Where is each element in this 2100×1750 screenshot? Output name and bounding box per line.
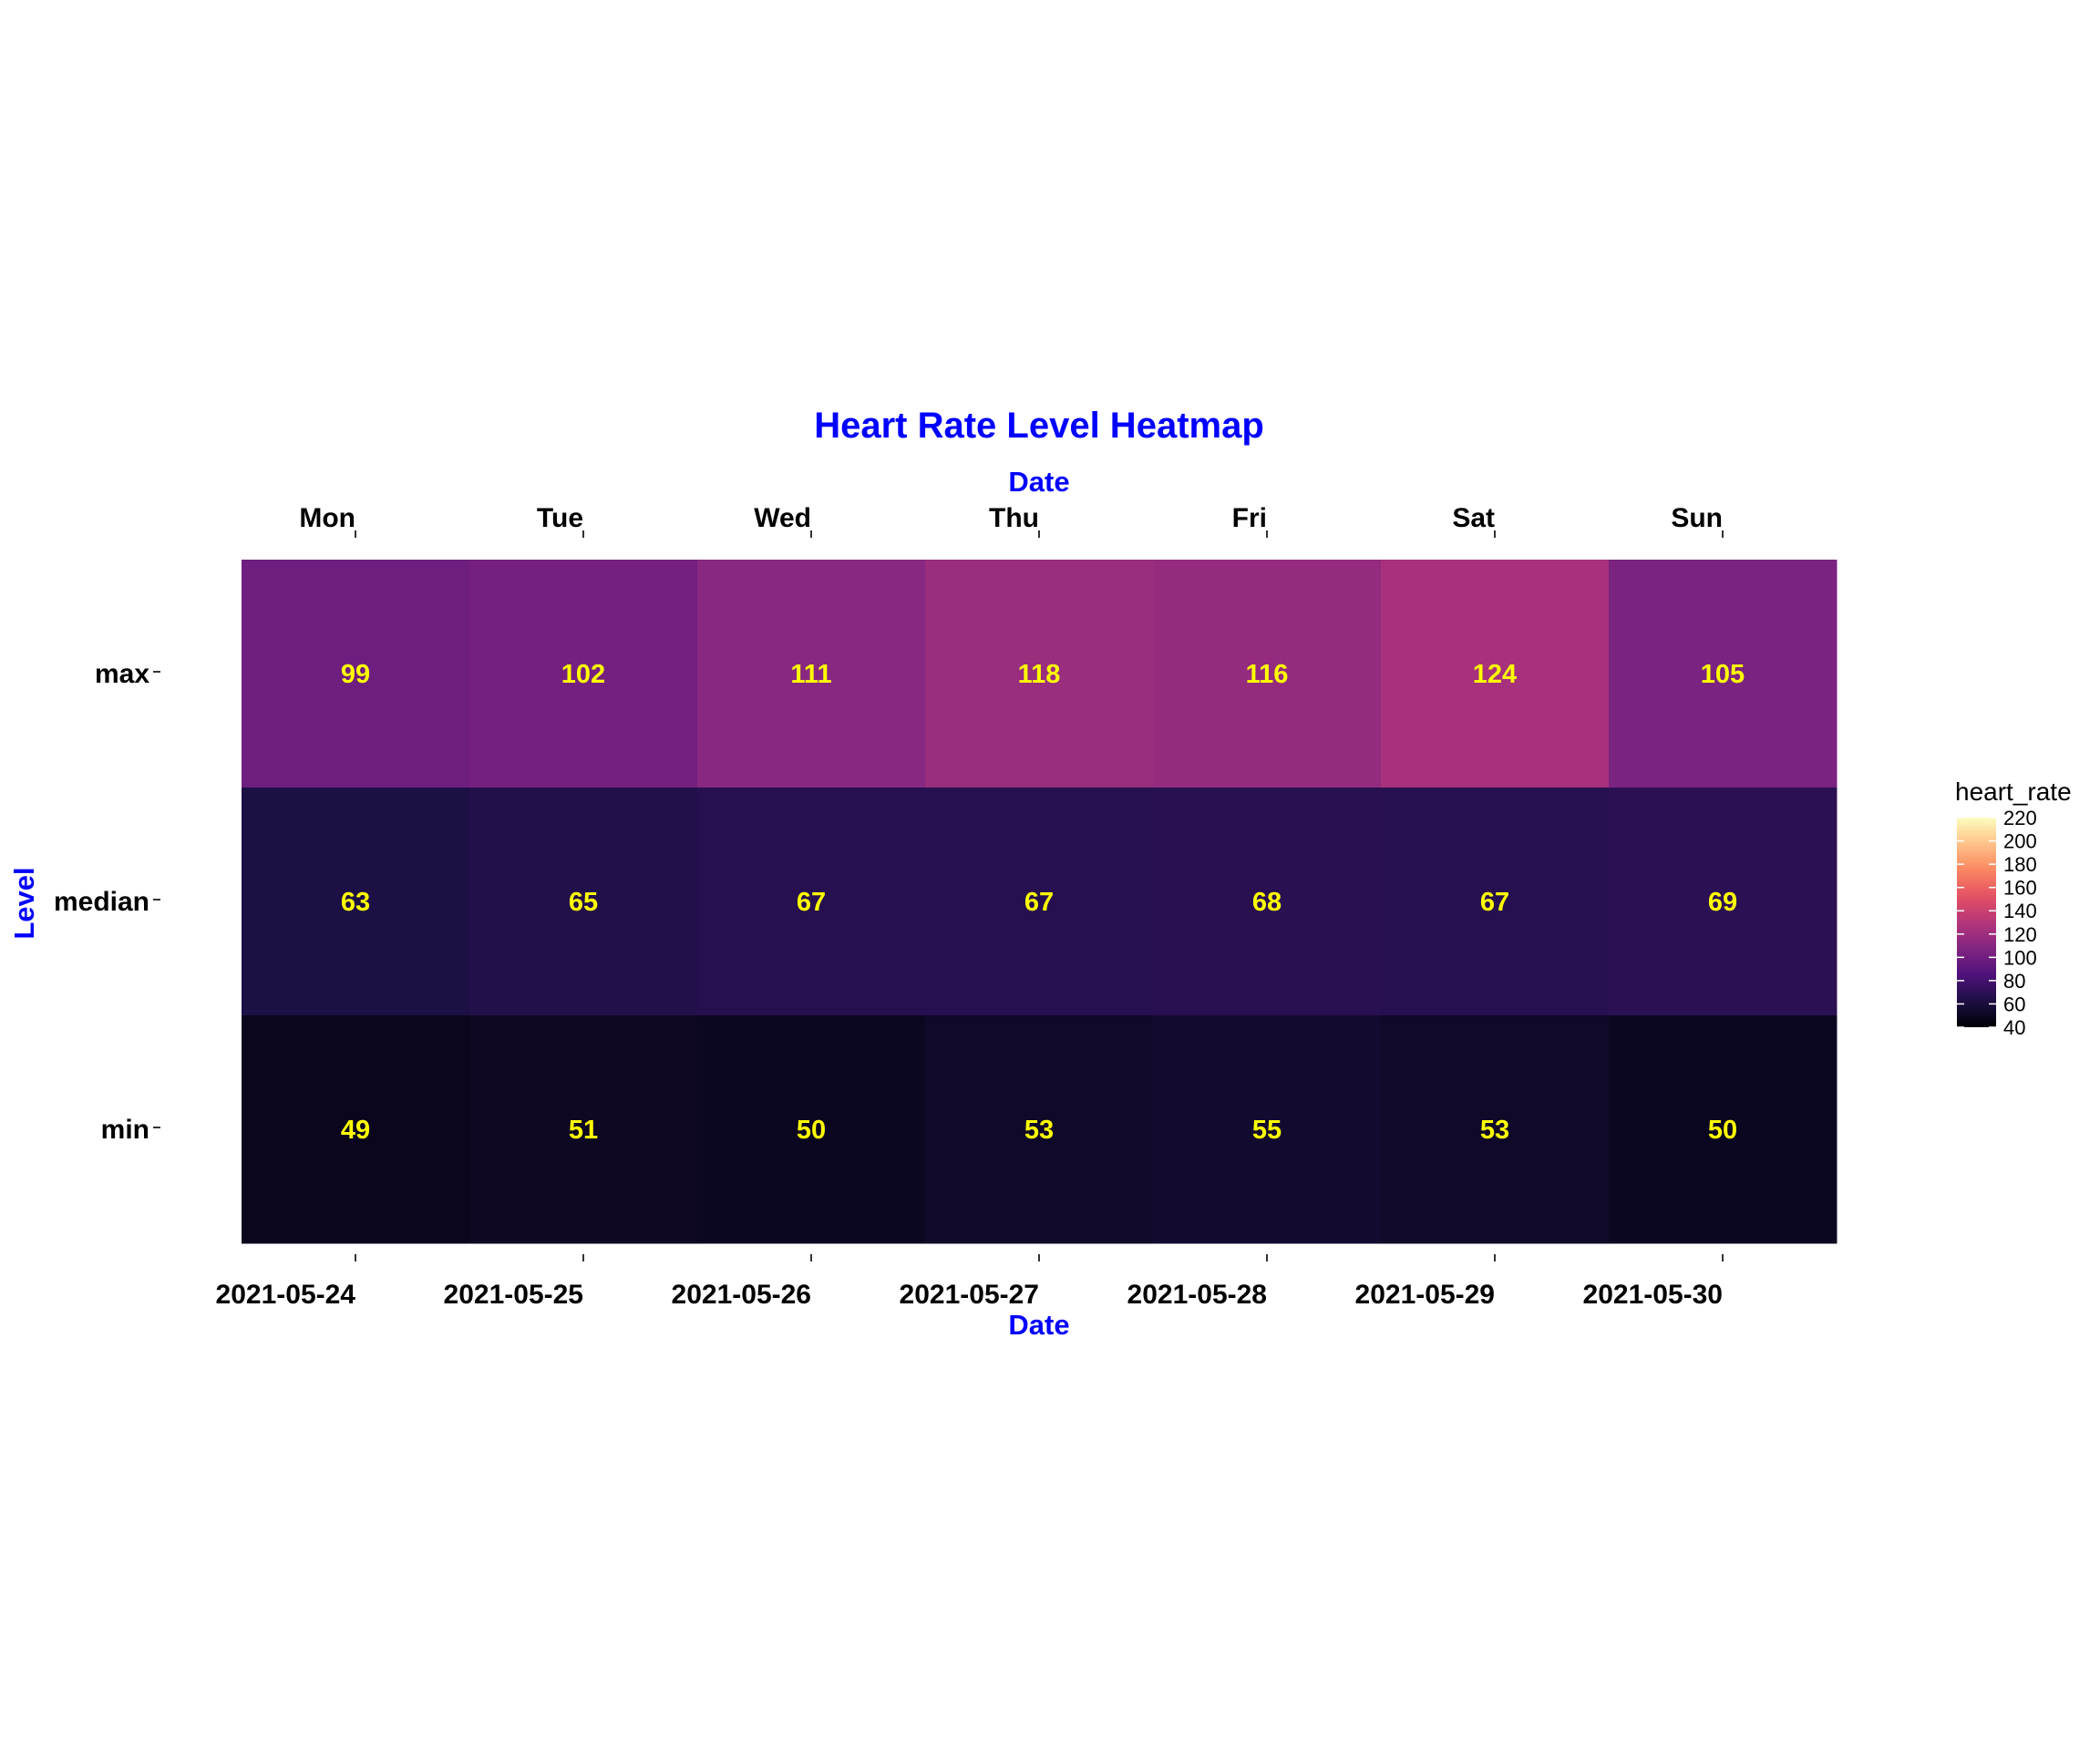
- y-axis-tick-label: median: [54, 887, 149, 917]
- heatmap-cell-min-2021-05-25: [469, 1015, 698, 1244]
- heatmap-cell-min-2021-05-27: [925, 1015, 1154, 1244]
- legend-tick-label: 180: [2003, 853, 2037, 876]
- bottom-axis-tick-label: 2021-05-29: [1355, 1280, 1495, 1310]
- bottom-axis-tick-label: 2021-05-30: [1583, 1280, 1723, 1310]
- legend-tick-label: 120: [2003, 923, 2037, 946]
- cell-value-label: 116: [1246, 660, 1289, 689]
- heatmap-cell-min-2021-05-28: [1153, 1015, 1382, 1244]
- bottom-axis-tick-label: 2021-05-25: [444, 1280, 583, 1310]
- legend-tick-label: 100: [2003, 946, 2037, 969]
- cell-value-label: 55: [1252, 1116, 1282, 1145]
- heatmap-cell-max-2021-05-30: [1609, 560, 1838, 788]
- bottom-axis-tick-label: 2021-05-26: [672, 1280, 811, 1310]
- legend-tick-label: 40: [2003, 1016, 2025, 1039]
- heatmap-cell-median-2021-05-27: [925, 788, 1154, 1016]
- y-axis-title: Level: [8, 867, 40, 939]
- top-axis-tick-label: Sat: [1452, 503, 1495, 533]
- cell-value-label: 63: [341, 888, 370, 917]
- cell-value-label: 67: [1480, 888, 1509, 917]
- heatmap-cell-min-2021-05-24: [242, 1015, 470, 1244]
- cell-value-label: 50: [1708, 1116, 1737, 1145]
- chart-title: Heart Rate Level Heatmap: [814, 406, 1264, 446]
- top-axis-tick-label: Mon: [299, 503, 355, 533]
- heatmap-cell-max-2021-05-26: [697, 560, 926, 788]
- cell-value-label: 69: [1708, 888, 1737, 917]
- heatmap-cell-min-2021-05-26: [697, 1015, 926, 1244]
- legend-tick-label: 220: [2003, 807, 2037, 829]
- heatmap-cell-labels: 99 102 111 118 116 124 105 63 65 67 67 68 67 69 49 51 50…: [341, 660, 1745, 1145]
- y-axis: max median min: [54, 659, 160, 1145]
- heatmap-cell-median-2021-05-29: [1381, 788, 1610, 1016]
- top-axis-tick-label: Wed: [754, 503, 811, 533]
- cell-value-label: 67: [1024, 888, 1054, 917]
- top-axis-tick-label: Fri: [1232, 503, 1267, 533]
- cell-value-label: 118: [1018, 660, 1061, 689]
- heatmap-cell-max-2021-05-27: [925, 560, 1154, 788]
- cell-value-label: 53: [1480, 1116, 1509, 1145]
- top-axis-tick-label: Sun: [1671, 503, 1723, 533]
- cell-value-label: 65: [569, 888, 598, 917]
- bottom-axis-tick-label: 2021-05-24: [216, 1280, 356, 1310]
- legend-tick-label: 80: [2003, 970, 2025, 993]
- heatmap-cell-median-2021-05-24: [242, 788, 470, 1016]
- heatmap-cell-median-2021-05-25: [469, 788, 698, 1016]
- cell-value-label: 49: [341, 1116, 370, 1145]
- top-axis: Mon Tue Wed Thu Fri Sat Sun: [299, 503, 1724, 538]
- cell-value-label: 67: [797, 888, 826, 917]
- cell-value-label: 111: [790, 660, 831, 689]
- heatmap-cell-max-2021-05-29: [1381, 560, 1610, 788]
- legend-tick-label: 140: [2003, 900, 2037, 922]
- legend-tick-label: 60: [2003, 993, 2025, 1015]
- legend-tick-label: 160: [2003, 877, 2037, 900]
- heatmap-cell-min-2021-05-29: [1381, 1015, 1610, 1244]
- top-axis-title: Date: [1008, 466, 1069, 498]
- top-axis-tick-label: Thu: [989, 503, 1039, 533]
- cell-value-label: 68: [1252, 888, 1282, 917]
- cell-value-label: 102: [561, 660, 605, 689]
- heatmap-cell-median-2021-05-26: [697, 788, 926, 1016]
- cell-value-label: 105: [1701, 660, 1745, 689]
- cell-value-label: 99: [341, 660, 370, 689]
- y-axis-tick-label: min: [101, 1115, 149, 1145]
- legend-colorbar: [1957, 818, 1996, 1027]
- bottom-axis-tick-label: 2021-05-28: [1127, 1280, 1267, 1310]
- heatmap-cell-max-2021-05-24: [242, 560, 470, 788]
- bottom-axis: 2021-05-24 2021-05-25 2021-05-26 2021-05-27…: [216, 1254, 1724, 1310]
- cell-value-label: 50: [797, 1116, 826, 1145]
- heatmap-cell-max-2021-05-25: [469, 560, 698, 788]
- heatmap-cell-median-2021-05-28: [1153, 788, 1382, 1016]
- cell-value-label: 124: [1473, 660, 1517, 689]
- bottom-axis-title: Date: [1008, 1309, 1069, 1341]
- heatmap-cell-min-2021-05-30: [1609, 1015, 1838, 1244]
- cell-value-label: 53: [1024, 1116, 1054, 1145]
- legend-tick-label: 200: [2003, 830, 2037, 853]
- top-axis-tick-label: Tue: [537, 503, 583, 533]
- cell-value-label: 51: [569, 1116, 598, 1145]
- heatmap-cells: [242, 560, 1838, 1244]
- heatmap-cell-median-2021-05-30: [1609, 788, 1838, 1016]
- y-axis-tick-label: max: [95, 659, 149, 689]
- bottom-axis-tick-label: 2021-05-27: [900, 1280, 1039, 1310]
- heatmap-cell-max-2021-05-28: [1153, 560, 1382, 788]
- legend-title: heart_rate: [1955, 777, 2072, 806]
